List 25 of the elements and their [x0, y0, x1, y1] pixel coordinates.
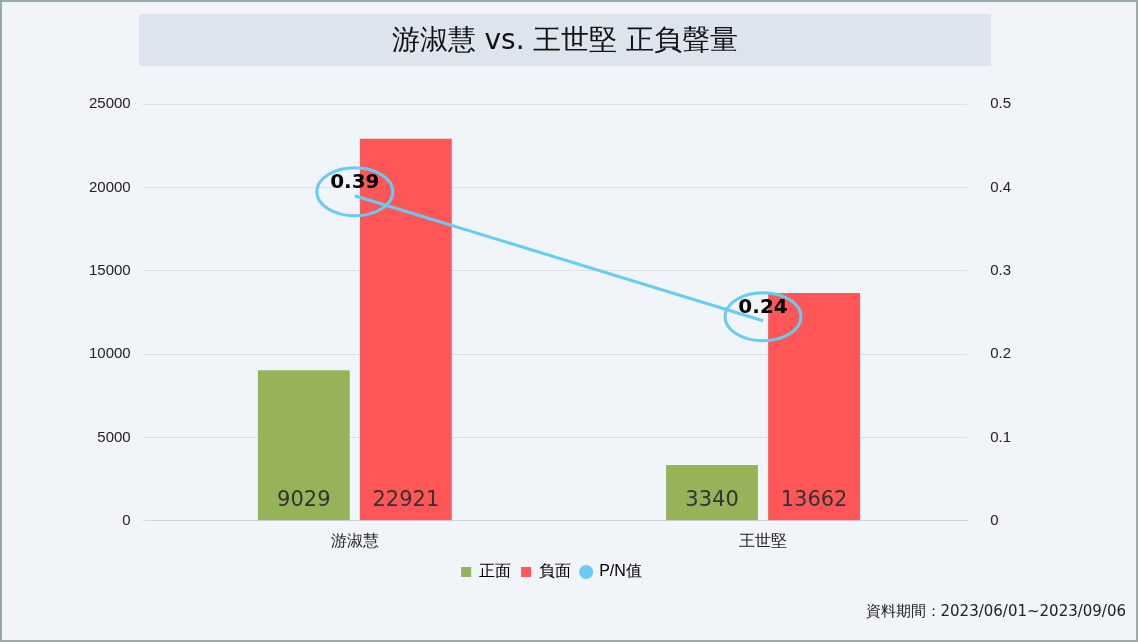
- y2-tick-label: 0: [990, 510, 999, 528]
- y-tick-label: 10000: [88, 344, 131, 362]
- y2-tick-label: 0.3: [990, 260, 1012, 278]
- legend-label: 負面: [539, 562, 572, 580]
- y2-tick-label: 0.5: [990, 94, 1012, 112]
- x-tick-label: 王世堅: [739, 531, 788, 549]
- chart-title: 游淑慧 vs. 王世堅 正負聲量: [139, 14, 991, 66]
- data-label: 9029: [277, 486, 331, 511]
- y-tick-label: 25000: [88, 94, 131, 112]
- y-tick-label: 15000: [88, 260, 131, 278]
- y-tick-label: 5000: [97, 427, 131, 445]
- bar: [666, 465, 758, 521]
- data-label: 13662: [780, 486, 848, 511]
- y2-tick-label: 0.1: [990, 427, 1012, 445]
- y2-tick-label: 0.2: [990, 344, 1012, 362]
- legend-label: 正面: [479, 562, 512, 580]
- data-label: 22921: [372, 486, 440, 511]
- y-tick-label: 0: [122, 510, 131, 528]
- y2-tick-label: 0.4: [990, 177, 1012, 195]
- y-tick-label: 20000: [88, 177, 131, 195]
- legend-label: P/N值: [599, 562, 642, 580]
- bar: [257, 370, 350, 521]
- data-label: 3340: [685, 486, 739, 511]
- text: 資料期間：2023/06/01~2023/09/06: [865, 602, 1126, 621]
- x-tick-label: 游淑慧: [330, 531, 379, 549]
